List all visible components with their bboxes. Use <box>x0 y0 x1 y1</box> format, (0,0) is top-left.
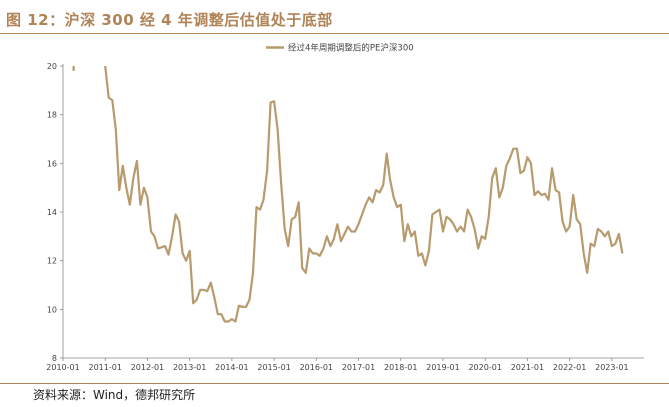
x-tick-label: 2023-01 <box>595 363 628 370</box>
x-tick-label: 2021-01 <box>511 363 544 370</box>
y-tick-label: 12 <box>47 257 57 266</box>
y-tick-label: 14 <box>47 208 57 217</box>
x-tick-label: 2018-01 <box>384 363 417 370</box>
x-tick-label: 2015-01 <box>257 363 290 370</box>
source-note: 资料来源：Wind，德邦研究所 <box>33 388 196 402</box>
y-tick-label: 10 <box>47 305 57 314</box>
y-tick-label: 20 <box>47 62 57 71</box>
y-tick-label: 18 <box>47 111 57 120</box>
x-tick-label: 2010-01 <box>46 363 79 370</box>
x-tick-label: 2014-01 <box>215 363 248 370</box>
x-tick-label: 2011-01 <box>89 363 122 370</box>
x-tick-label: 2016-01 <box>300 363 333 370</box>
x-tick-label: 2019-01 <box>426 363 459 370</box>
pe-series-line <box>72 65 624 323</box>
source-divider <box>0 383 669 384</box>
y-tick-label: 8 <box>52 354 57 363</box>
axes <box>62 64 644 359</box>
x-tick-label: 2012-01 <box>131 363 164 370</box>
title-divider <box>0 33 669 34</box>
page-title: 图 12：沪深 300 经 4 年调整后估值处于底部 <box>6 11 333 29</box>
x-tick-label: 2017-01 <box>342 363 375 370</box>
x-tick-label: 2022-01 <box>553 363 586 370</box>
x-axis-ticks: 2010-01 2011-01 2012-01 2013-01 2014-01 2015-… <box>46 358 629 370</box>
y-tick-label: 16 <box>47 159 57 168</box>
x-tick-label: 2020-01 <box>468 363 501 370</box>
x-tick-label: 2013-01 <box>173 363 206 370</box>
legend-label: 经过4年周期调整后的PE沪深300 <box>288 43 414 54</box>
legend: 经过4年周期调整后的PE沪深300 <box>266 43 414 54</box>
y-axis-ticks: 8 10 12 14 16 18 20 <box>47 62 63 363</box>
